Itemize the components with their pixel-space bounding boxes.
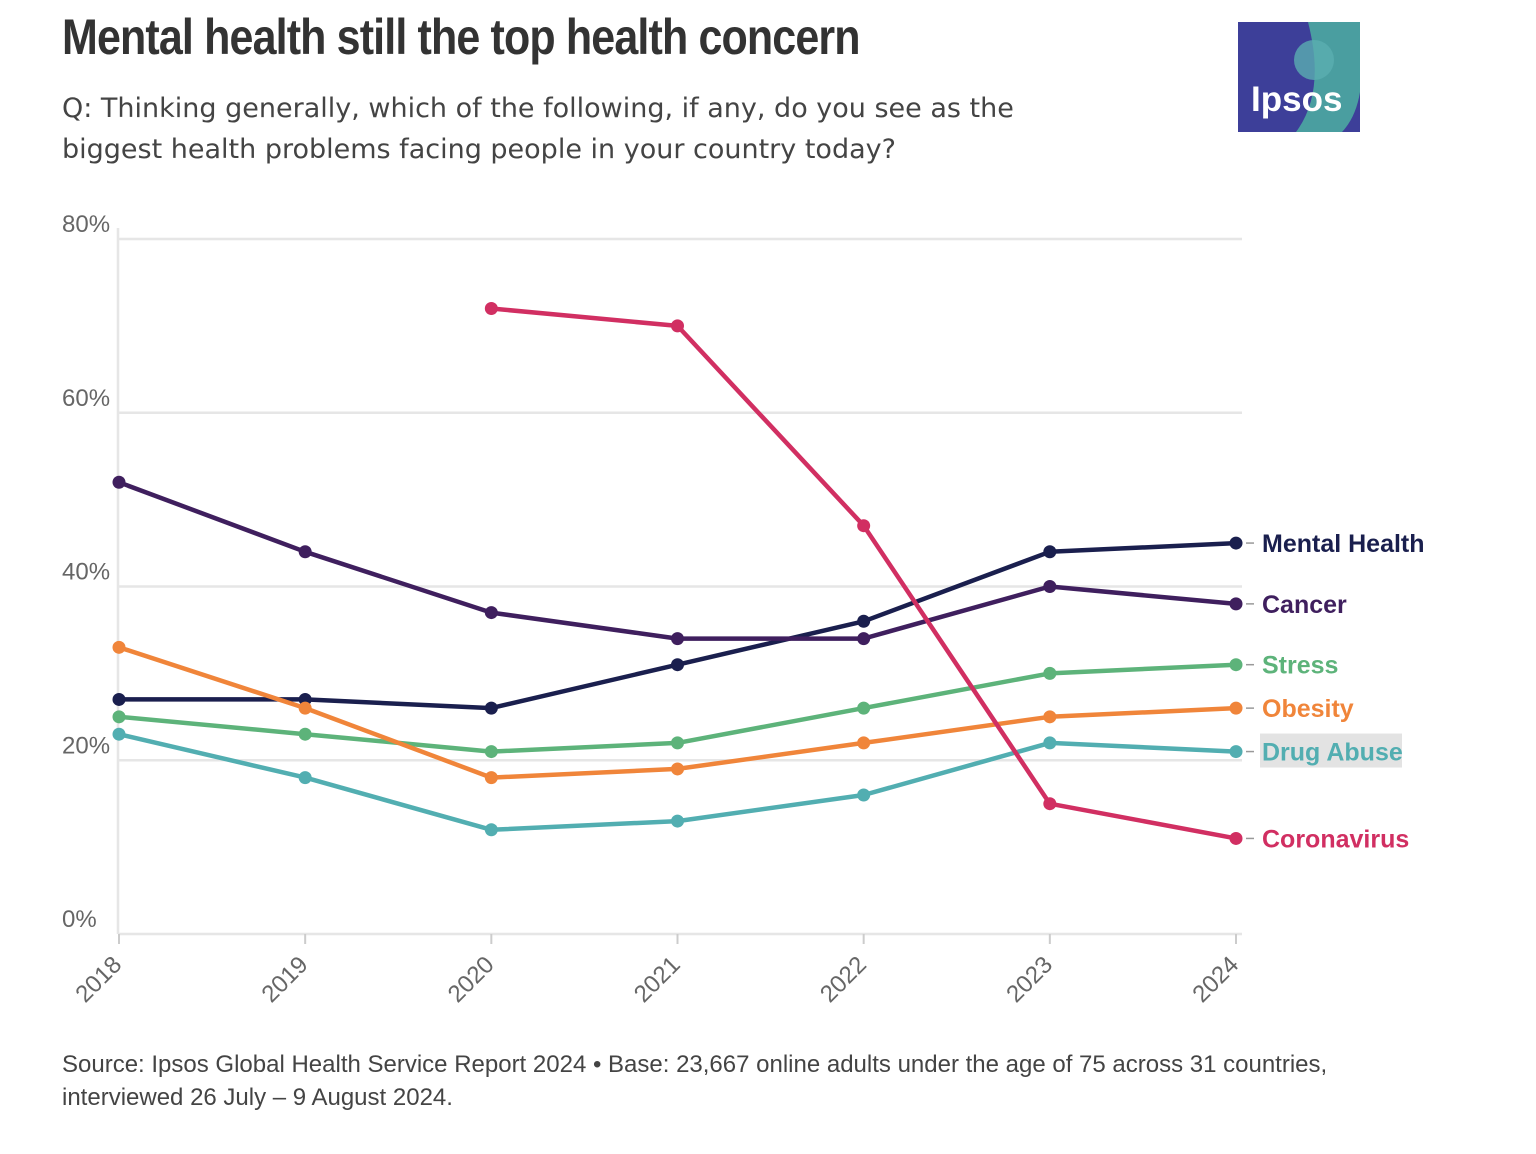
y-tick-label: 60% [62, 385, 110, 412]
logo-head-icon [1294, 40, 1334, 80]
series-label-mental-health: Mental Health [1262, 530, 1425, 558]
y-tick-label: 40% [62, 559, 110, 586]
data-point[interactable] [484, 745, 498, 759]
data-point[interactable] [112, 640, 126, 654]
data-point[interactable] [1229, 701, 1243, 715]
data-point[interactable] [1043, 580, 1057, 593]
data-point[interactable] [857, 519, 871, 533]
data-point[interactable] [1043, 710, 1057, 724]
y-tick-label: 20% [62, 732, 110, 759]
data-point[interactable] [298, 727, 312, 741]
series-label-coronavirus: Coronavirus [1262, 825, 1409, 853]
series-lines [112, 302, 1243, 845]
x-tick-label: 2018 [70, 951, 127, 1008]
data-point[interactable] [484, 823, 498, 837]
x-tick-label: 2022 [815, 951, 872, 1008]
data-point[interactable] [671, 658, 684, 672]
data-point[interactable] [1229, 831, 1243, 845]
y-tick-label: 80% [62, 211, 110, 238]
data-point[interactable] [1043, 736, 1057, 750]
x-tick-label: 2020 [443, 951, 500, 1008]
data-point[interactable] [112, 710, 126, 724]
data-point[interactable] [112, 692, 126, 706]
series-label-obesity: Obesity [1262, 695, 1354, 723]
data-point[interactable] [671, 632, 684, 646]
data-point[interactable] [1043, 666, 1057, 680]
data-point[interactable] [1229, 597, 1243, 611]
data-point[interactable] [671, 814, 684, 828]
data-point[interactable] [298, 701, 312, 715]
line-chart: 0% 20% 40% 60% 80% 2018 2019 2020 2021 2022 2023 20… [62, 211, 1425, 1008]
data-point[interactable] [484, 302, 498, 315]
series-labels: Mental Health Cancer Stress Obesity Drug Abu… [1246, 530, 1425, 853]
data-point[interactable] [298, 545, 312, 559]
data-point[interactable] [298, 771, 312, 785]
chart-subtitle: Q: Thinking generally, which of the foll… [62, 93, 1014, 165]
data-point[interactable] [671, 762, 684, 776]
data-point[interactable] [857, 701, 871, 715]
ipsos-logo: Ipsos [1238, 22, 1360, 132]
data-point[interactable] [857, 614, 871, 628]
data-point[interactable] [857, 788, 871, 802]
logo-wave [1296, 22, 1360, 132]
data-point[interactable] [671, 736, 684, 750]
axes: 0% 20% 40% 60% 80% 2018 2019 2020 2021 2022 2023 20… [62, 211, 1244, 1008]
data-point[interactable] [857, 736, 871, 750]
x-tick-label: 2023 [1001, 951, 1058, 1008]
data-point[interactable] [1043, 545, 1057, 559]
data-point[interactable] [112, 727, 126, 741]
series-label-drug-abuse: Drug Abuse [1262, 739, 1403, 767]
data-point[interactable] [1043, 797, 1057, 811]
data-point[interactable] [671, 319, 684, 333]
x-tick-label: 2024 [1187, 951, 1244, 1008]
data-point[interactable] [484, 701, 498, 715]
chart-title: Mental health still the top health conce… [62, 9, 861, 65]
series-line-coronavirus [491, 306, 1237, 841]
source-note: Source: Ipsos Global Health Service Repo… [62, 1051, 1328, 1111]
data-point[interactable] [857, 632, 871, 646]
series-label-stress: Stress [1262, 652, 1338, 680]
label-highlight [1260, 733, 1402, 768]
data-point[interactable] [1229, 658, 1243, 672]
series-line-cancer [118, 480, 1237, 641]
data-point[interactable] [484, 606, 498, 620]
x-tick-label: 2019 [257, 951, 314, 1008]
series-label-cancer: Cancer [1262, 591, 1347, 619]
logo-text: Ipsos [1251, 80, 1342, 119]
series-line-mental-health [119, 540, 1237, 711]
y-tick-label: 0% [62, 906, 97, 933]
data-point[interactable] [1229, 536, 1243, 550]
data-point[interactable] [1229, 745, 1243, 759]
data-point[interactable] [112, 475, 126, 489]
x-tick-label: 2021 [629, 951, 686, 1008]
data-point[interactable] [484, 771, 498, 785]
